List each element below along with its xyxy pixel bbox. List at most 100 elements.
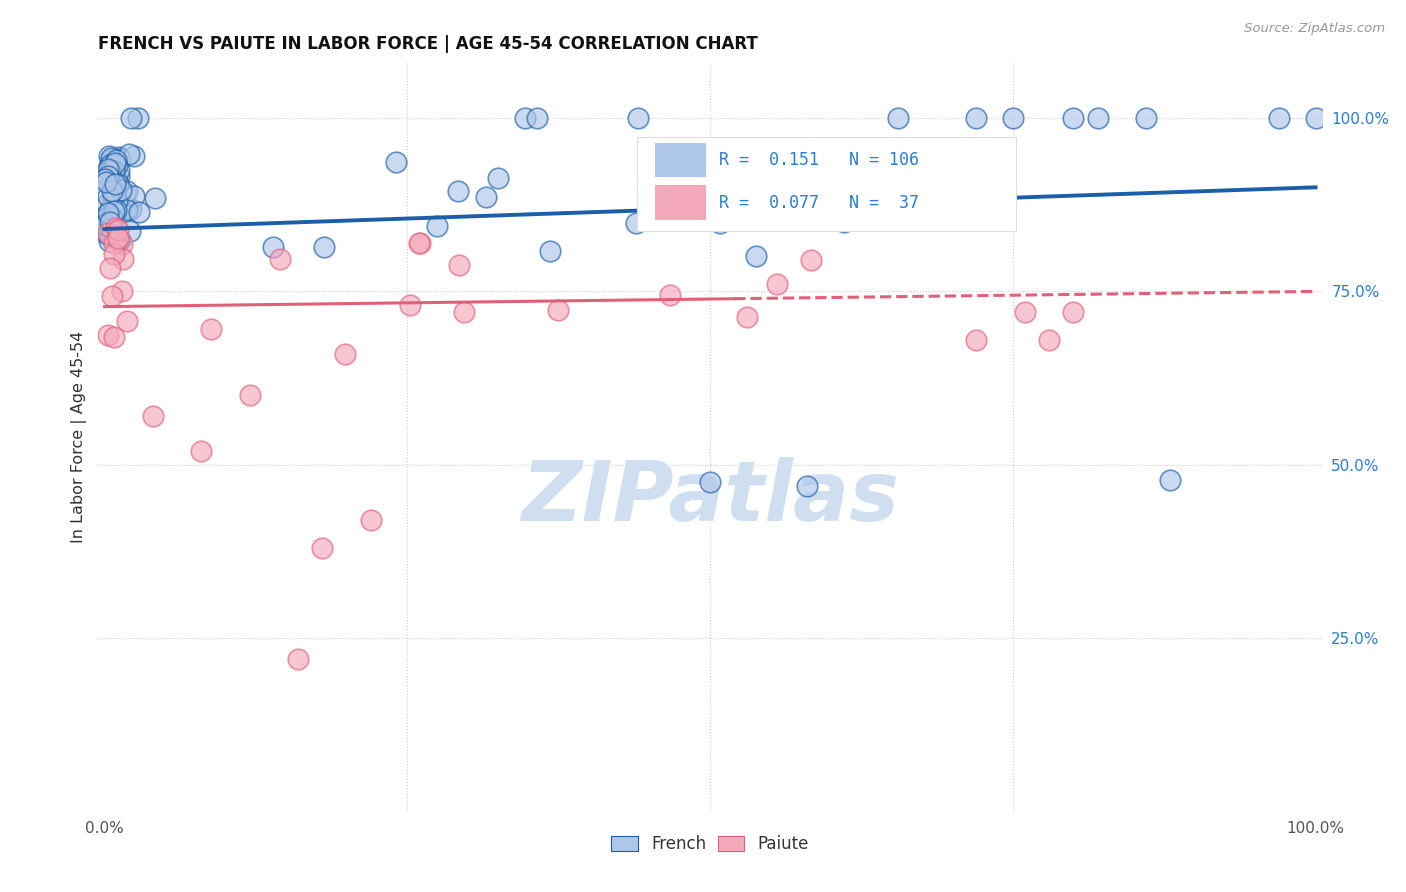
- Point: [110, 233, 132, 247]
- Point: [97, 161, 120, 176]
- Point: [105, 158, 128, 172]
- Point: [671, 163, 693, 178]
- Point: [107, 231, 129, 245]
- Point: [104, 186, 127, 201]
- Point: [97, 159, 120, 173]
- Point: [408, 236, 430, 251]
- Point: [747, 151, 769, 165]
- Point: [1014, 305, 1036, 319]
- Point: [105, 203, 128, 218]
- Point: [1305, 111, 1327, 125]
- Point: [1268, 111, 1291, 125]
- Point: [1062, 305, 1084, 319]
- Point: [101, 184, 124, 198]
- Point: [711, 168, 734, 182]
- Point: [262, 240, 284, 254]
- Point: [547, 303, 569, 318]
- Point: [813, 198, 835, 212]
- Point: [287, 652, 309, 666]
- Point: [100, 220, 122, 235]
- Point: [96, 175, 118, 189]
- Point: [399, 298, 422, 312]
- Legend: French, Paiute: French, Paiute: [605, 829, 815, 860]
- Point: [110, 182, 132, 196]
- Point: [1159, 473, 1181, 487]
- Point: [97, 173, 120, 187]
- Point: [94, 216, 117, 230]
- Point: [115, 201, 138, 215]
- Point: [832, 215, 855, 229]
- Point: [100, 153, 122, 168]
- Point: [447, 184, 470, 198]
- Point: [312, 240, 335, 254]
- Point: [735, 310, 758, 325]
- Point: [875, 151, 897, 165]
- Point: [108, 152, 131, 166]
- Point: [94, 172, 117, 186]
- Point: [100, 221, 122, 235]
- Point: [120, 202, 142, 217]
- Point: [409, 235, 432, 250]
- Point: [97, 149, 120, 163]
- Point: [104, 153, 127, 168]
- Point: [1038, 333, 1060, 347]
- Point: [114, 186, 136, 200]
- Point: [107, 178, 129, 192]
- Point: [697, 209, 720, 223]
- Point: [98, 162, 121, 177]
- Point: [745, 249, 768, 263]
- Point: [105, 221, 128, 235]
- Point: [111, 284, 134, 298]
- Point: [624, 216, 647, 230]
- Point: [200, 321, 222, 335]
- Point: [103, 164, 125, 178]
- Point: [118, 224, 141, 238]
- Point: [966, 111, 988, 125]
- Point: [453, 305, 475, 319]
- Point: [239, 388, 262, 402]
- Point: [709, 167, 731, 181]
- Text: Source: ZipAtlas.com: Source: ZipAtlas.com: [1244, 22, 1385, 36]
- Point: [513, 111, 536, 125]
- Point: [1135, 111, 1157, 125]
- Point: [966, 333, 988, 347]
- Point: [100, 180, 122, 194]
- Point: [97, 327, 120, 342]
- FancyBboxPatch shape: [655, 186, 706, 219]
- Point: [103, 184, 125, 198]
- Point: [360, 513, 382, 527]
- Point: [538, 244, 561, 258]
- Point: [104, 207, 127, 221]
- Text: ZIPatlas: ZIPatlas: [522, 457, 898, 538]
- FancyBboxPatch shape: [655, 143, 706, 178]
- Point: [100, 152, 122, 166]
- Point: [103, 204, 125, 219]
- Y-axis label: In Labor Force | Age 45-54: In Labor Force | Age 45-54: [72, 331, 87, 543]
- Point: [1087, 111, 1109, 125]
- Point: [97, 223, 120, 237]
- Point: [426, 219, 449, 234]
- Point: [117, 203, 139, 218]
- Point: [101, 288, 124, 302]
- Point: [98, 210, 121, 224]
- Point: [111, 237, 134, 252]
- Point: [887, 111, 910, 125]
- Point: [143, 191, 166, 205]
- Point: [115, 314, 138, 328]
- FancyBboxPatch shape: [637, 137, 1015, 231]
- Point: [122, 148, 145, 162]
- Point: [725, 202, 748, 217]
- Point: [96, 197, 118, 211]
- Point: [97, 218, 120, 232]
- Point: [486, 171, 509, 186]
- Point: [796, 478, 818, 492]
- Point: [103, 247, 125, 261]
- Point: [190, 444, 212, 458]
- Point: [97, 169, 120, 183]
- Point: [101, 211, 124, 225]
- Point: [108, 162, 131, 177]
- Point: [627, 111, 650, 125]
- Point: [100, 157, 122, 171]
- Point: [1001, 111, 1024, 125]
- Point: [107, 223, 129, 237]
